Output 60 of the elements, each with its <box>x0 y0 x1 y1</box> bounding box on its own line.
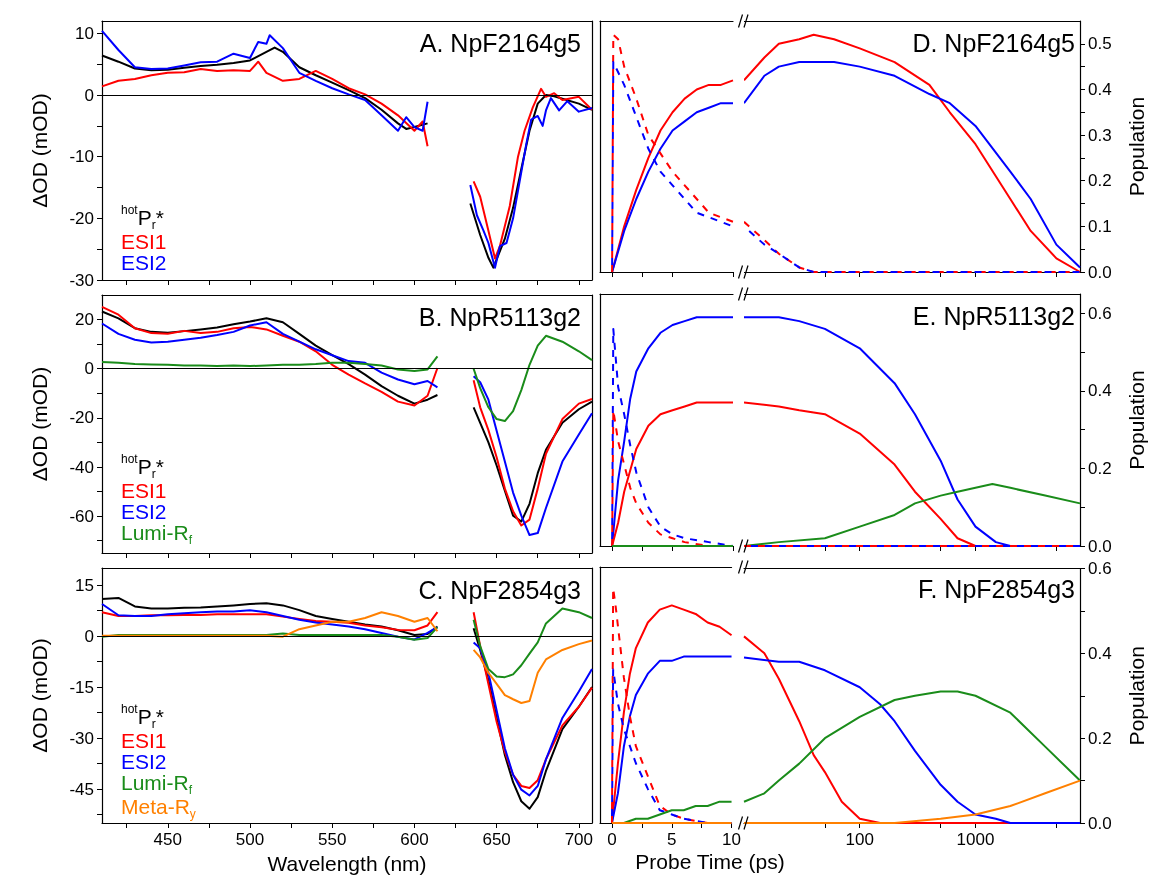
x-tick-label: 10 <box>722 830 742 849</box>
y-tick-label: 0 <box>84 359 94 379</box>
chart-title: F. NpF2854g3 <box>917 574 1075 603</box>
y-tick-label: -40 <box>69 457 94 477</box>
x-axis-title: Probe Time (ps) <box>635 850 785 873</box>
y-tick-label: -45 <box>69 779 94 799</box>
y-tick-label: -10 <box>69 147 94 167</box>
y-tick-label: 0.4 <box>1088 643 1112 663</box>
text: ESI2 <box>121 750 167 773</box>
y-tick-label: -60 <box>69 506 94 526</box>
y-tick-label: 0.2 <box>1088 171 1112 191</box>
y-tick-label: 0.0 <box>1088 262 1112 282</box>
y-tick-label: 0.0 <box>1088 813 1112 833</box>
x-tick-label: 650 <box>482 830 511 849</box>
x-tick-label: 450 <box>153 830 182 849</box>
x-tick-label: 500 <box>235 830 265 849</box>
y-tick-label: 0 <box>84 85 94 105</box>
x-tick-label: 5 <box>667 830 677 849</box>
y-tick-label: 0.5 <box>1088 34 1112 54</box>
chart-title: E. NpR5113g2 <box>912 301 1076 330</box>
y-tick-label: 0 <box>84 626 94 646</box>
y-tick-label: 0.3 <box>1088 125 1112 145</box>
y-tick-label: -20 <box>69 408 94 428</box>
y-axis-title: Population <box>1125 96 1148 197</box>
x-tick-label: 550 <box>318 830 347 849</box>
x-tick-label: 700 <box>564 830 594 849</box>
text: ESI1 <box>121 729 167 752</box>
text: ESI2 <box>121 251 167 274</box>
y-tick-label: 0.1 <box>1088 216 1112 236</box>
x-axis-title: Wavelength (nm) <box>267 852 427 875</box>
y-tick-label: 20 <box>75 310 94 330</box>
y-tick-label: -30 <box>69 728 94 748</box>
y-tick-label: 0.2 <box>1088 458 1112 478</box>
chart-title: B. NpR5113g2 <box>418 302 582 331</box>
x-tick-label: 1000 <box>956 830 995 849</box>
y-tick-label: 0.4 <box>1088 79 1112 99</box>
y-tick-label: 0.6 <box>1088 559 1112 578</box>
text: ESI1 <box>121 479 167 502</box>
y-tick-label: 0.4 <box>1088 381 1112 401</box>
y-axis-title: ΔOD (mOD) <box>28 366 51 482</box>
chart-title: D. NpF2164g5 <box>912 28 1076 57</box>
y-axis-title: Population <box>1125 646 1148 746</box>
y-tick-label: 15 <box>75 575 94 595</box>
y-tick-label: -15 <box>69 677 94 697</box>
chart-title: C. NpF2854g3 <box>418 575 582 604</box>
text: ESI1 <box>121 230 167 253</box>
x-tick-label: 100 <box>845 830 874 849</box>
y-tick-label: -20 <box>69 208 94 228</box>
text: ESI2 <box>121 500 167 523</box>
x-tick-label: 600 <box>400 830 429 849</box>
chart-title: A. NpF2164g5 <box>419 28 581 57</box>
y-axis-title: ΔOD (mOD) <box>28 638 51 753</box>
y-tick-label: 10 <box>75 23 94 43</box>
y-tick-label: -30 <box>69 270 94 290</box>
y-tick-label: 0.2 <box>1088 728 1112 748</box>
y-tick-label: 0.6 <box>1088 303 1112 323</box>
y-axis-title: Population <box>1125 370 1148 470</box>
x-tick-label: 0 <box>607 830 617 849</box>
y-tick-label: 0.0 <box>1088 536 1112 556</box>
y-axis-title: ΔOD (mOD) <box>28 93 51 208</box>
